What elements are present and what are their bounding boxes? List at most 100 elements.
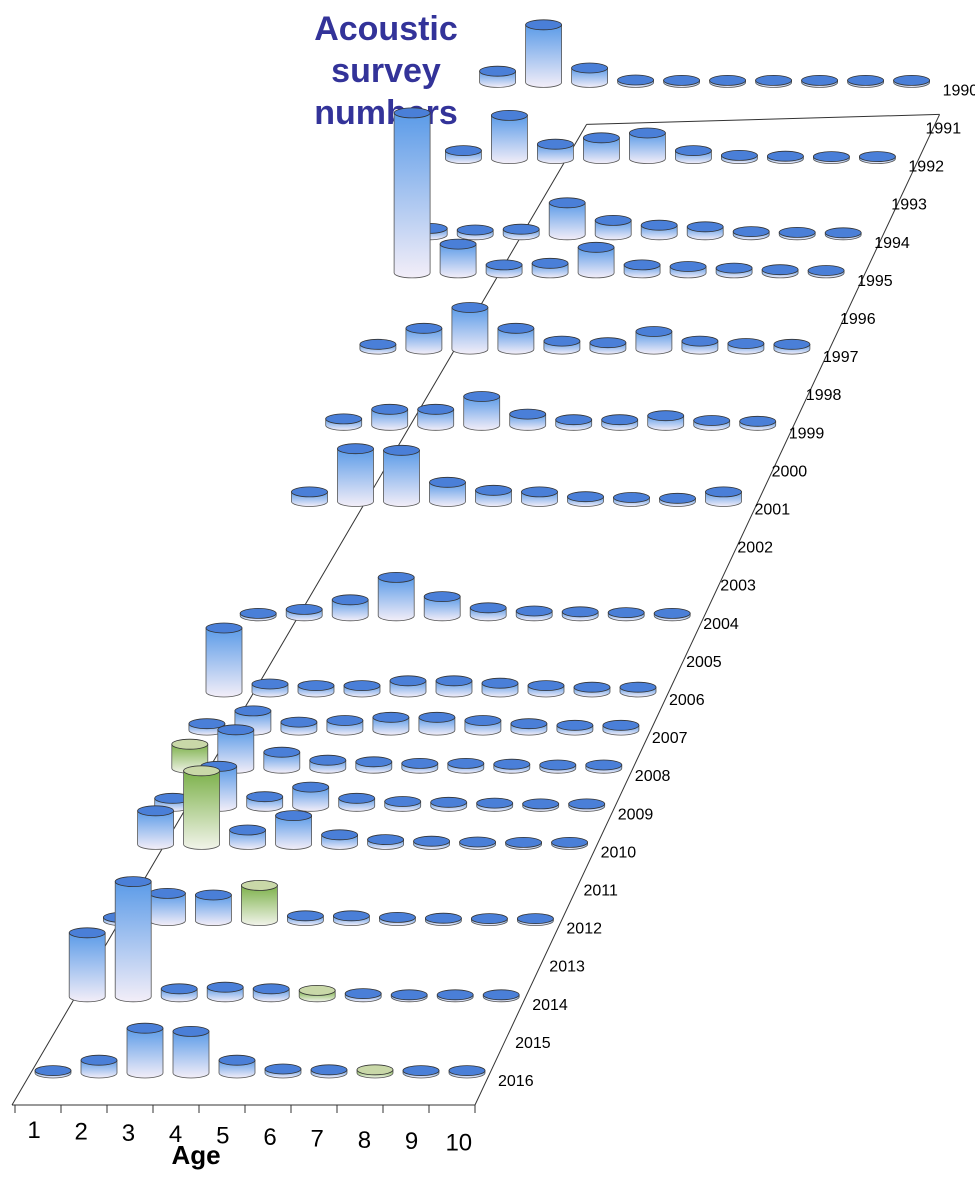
bar-cylinder	[325, 413, 363, 431]
bar-cylinder	[402, 1065, 440, 1079]
bar-cylinder	[367, 834, 405, 850]
bar-cylinder	[326, 715, 364, 736]
bar-cylinder	[229, 824, 267, 850]
year-label: 2001	[755, 502, 791, 519]
bar-cylinder	[824, 227, 862, 241]
age-label: 1	[27, 1117, 40, 1144]
bar-cylinder	[435, 675, 473, 698]
bar-cylinder	[252, 983, 290, 1003]
bar-cylinder	[778, 226, 816, 241]
bar-cylinder	[490, 110, 528, 164]
bar-cylinder	[619, 681, 657, 698]
bar-cylinder	[539, 759, 577, 774]
bar-cylinder	[371, 403, 409, 431]
age-label: 4	[169, 1121, 182, 1148]
bar-cylinder	[617, 74, 654, 88]
bar-cylinder	[515, 605, 553, 622]
age-label: 5	[216, 1123, 229, 1150]
bar-cylinder	[635, 326, 673, 355]
year-label: 1994	[874, 235, 910, 252]
bar-cylinder	[663, 75, 700, 88]
bar-cylinder	[246, 791, 284, 812]
bar-cylinder	[485, 259, 523, 279]
bar-cylinder	[459, 836, 497, 850]
title-line-2: survey	[331, 52, 441, 90]
age-label: 9	[405, 1128, 418, 1155]
bar-cylinder	[384, 796, 422, 812]
bar-cylinder	[137, 805, 175, 850]
bar-cylinder	[401, 758, 439, 774]
bar-cylinder	[517, 913, 554, 926]
bar-cylinder	[393, 107, 431, 279]
year-label: 2010	[601, 844, 637, 861]
bar-cylinder	[331, 594, 369, 622]
bar-cylinder	[383, 444, 420, 507]
bar-cylinder	[555, 414, 593, 431]
bar-cylinder	[286, 910, 324, 926]
bar-cylinder	[148, 888, 186, 926]
bar-cylinder	[372, 711, 410, 736]
bar-cylinder	[68, 927, 106, 1003]
year-axis-labels: 1990 1991 1992 1993 1994 1995 1996 1997 1998 1999…	[498, 82, 975, 1090]
bar-cylinder	[567, 491, 604, 507]
bar-cylinder	[418, 711, 456, 736]
bar-cylinder	[561, 606, 599, 622]
bar-cylinder	[527, 680, 565, 698]
bar-cylinder	[510, 718, 548, 736]
bar-cylinder	[755, 75, 792, 88]
year-label: 2008	[635, 768, 671, 785]
bar-cylinder	[522, 798, 560, 812]
bar-cylinder	[543, 335, 581, 355]
year-label: 2009	[618, 806, 654, 823]
year-label: 2003	[720, 578, 756, 595]
bar-cylinder	[739, 415, 777, 431]
bar-cylinder	[623, 259, 661, 279]
bar-cylinder	[551, 837, 588, 850]
year-label: 2002	[737, 540, 773, 557]
year-label: 2016	[498, 1073, 534, 1090]
bar-cylinder	[505, 837, 542, 850]
bar-cylinder	[601, 414, 639, 431]
year-label: 1993	[891, 197, 927, 214]
title-line-3: numbers	[314, 94, 458, 132]
bar-cylinder	[344, 988, 382, 1003]
bar-cylinder	[264, 1063, 302, 1079]
bar-cylinder	[240, 880, 278, 926]
year-label: 1997	[823, 349, 859, 366]
bar-cylinder	[469, 602, 507, 622]
bar-cylinder	[377, 572, 415, 622]
bar-cylinder	[727, 338, 765, 355]
bar-cylinder	[568, 798, 606, 812]
bar-cylinder	[481, 677, 519, 698]
bar-cylinder	[556, 719, 594, 736]
bar-cylinder	[114, 876, 152, 1003]
bar-cylinder	[640, 219, 678, 241]
bar-cylinder	[430, 796, 468, 812]
year-label: 1999	[789, 425, 825, 442]
bar-cylinder	[681, 335, 719, 355]
year-label: 2014	[532, 997, 568, 1014]
bar-cylinder	[537, 138, 574, 164]
bar-cylinder	[405, 322, 443, 355]
bar-cylinder	[251, 678, 289, 698]
year-label: 1990	[943, 82, 975, 99]
age-label: 3	[122, 1120, 135, 1147]
bar-cylinder	[669, 261, 707, 279]
bar-cylinder	[629, 127, 666, 164]
bar-cylinder	[497, 322, 535, 355]
bar-cylinder	[309, 754, 347, 774]
year-label: 2000	[772, 463, 808, 480]
bar-cylinder	[310, 1064, 348, 1079]
bar-cylinder	[332, 910, 370, 926]
bar-cylinder	[194, 889, 232, 926]
bar-cylinder	[594, 214, 632, 241]
bar-cylinder	[577, 241, 615, 279]
age-label: 8	[358, 1127, 371, 1154]
bar-cylinder	[172, 1026, 210, 1079]
bar-cylinder	[761, 264, 799, 279]
bar-cylinder	[456, 224, 494, 241]
bar-cylinder	[571, 62, 608, 88]
bar-cylinder	[160, 983, 198, 1003]
year-label: 2007	[652, 730, 688, 747]
bar-cylinder	[280, 716, 318, 736]
